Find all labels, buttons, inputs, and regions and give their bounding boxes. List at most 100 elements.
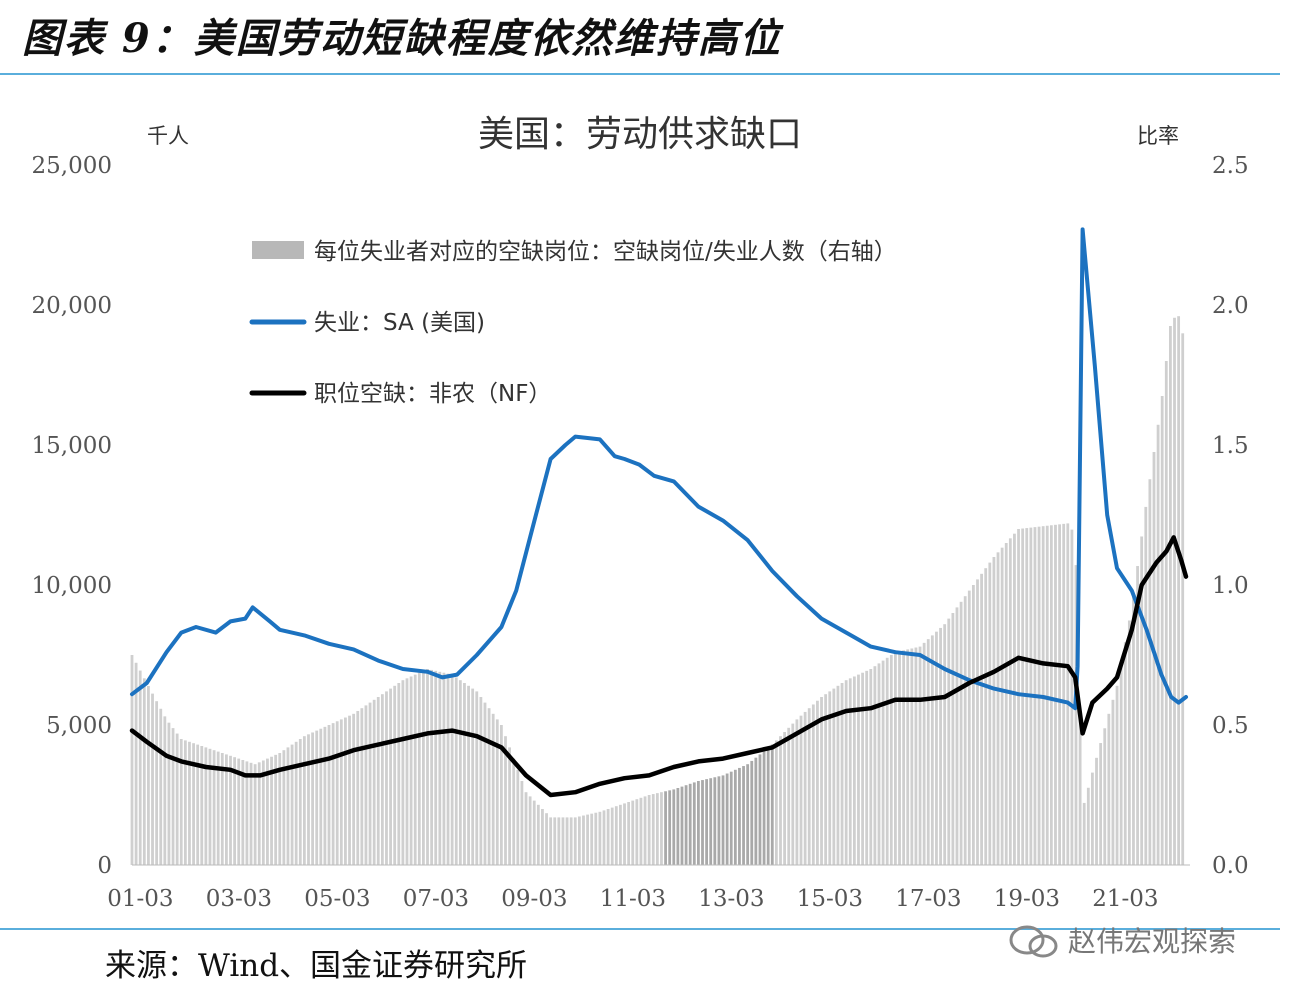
ratio-bar <box>660 792 663 865</box>
ratio-bar <box>606 809 610 865</box>
ratio-bar <box>446 673 450 865</box>
ratio-bar <box>1074 565 1078 865</box>
ratio-bar <box>372 699 376 865</box>
ratio-bar <box>795 719 799 865</box>
ratio-bar <box>705 779 709 865</box>
ratio-bar <box>565 817 569 865</box>
left-tick-label: 20,000 <box>32 293 112 319</box>
ratio-bar <box>1082 802 1086 865</box>
ratio-bar <box>799 715 803 865</box>
ratio-bar <box>947 618 951 865</box>
ratio-bar <box>1148 479 1152 865</box>
ratio-bar <box>545 813 548 865</box>
ratio-bar <box>1119 664 1123 865</box>
ratio-bar <box>824 694 828 865</box>
ratio-bar <box>508 747 511 865</box>
ratio-bar <box>922 642 926 865</box>
ratio-bar <box>869 669 873 865</box>
figure-title: 图表 9：美国劳动短缺程度依然维持高位 <box>22 15 782 62</box>
ratio-bar <box>368 702 372 865</box>
ratio-bar <box>360 708 364 865</box>
ratio-bar <box>680 786 684 865</box>
ratio-bar <box>713 777 717 865</box>
ratio-bar <box>840 683 844 865</box>
ratio-bar <box>664 791 667 865</box>
ratio-bar <box>147 686 150 865</box>
ratio-bar <box>549 817 553 865</box>
ratio-bar <box>651 794 655 865</box>
left-tick-label: 0 <box>97 853 112 879</box>
ratio-bar <box>1017 529 1020 865</box>
ratio-bar <box>323 726 327 865</box>
ratio-bar <box>725 773 729 865</box>
ratio-bar <box>179 739 183 865</box>
right-tick-labels: 0.0 0.5 1.0 1.5 2.0 2.5 <box>1212 153 1249 879</box>
ratio-bar <box>516 769 520 865</box>
ratio-bar <box>282 750 286 865</box>
ratio-bar <box>918 646 922 865</box>
ratio-bar <box>401 680 405 865</box>
ratio-bar <box>393 685 397 865</box>
ratio-bar <box>902 650 906 865</box>
ratio-bar <box>1013 533 1016 865</box>
ratio-bar <box>311 732 314 865</box>
left-tick-label: 5,000 <box>46 713 112 739</box>
ratio-bar <box>536 804 540 865</box>
ratio-bar <box>261 760 265 865</box>
ratio-bar <box>417 672 421 865</box>
ratio-bar <box>898 651 901 865</box>
ratio-bar <box>331 723 335 865</box>
ratio-bar <box>926 639 930 865</box>
ratio-bar <box>1021 528 1025 865</box>
ratio-bar <box>1049 525 1053 865</box>
ratio-bar <box>959 601 963 865</box>
ratio-bar <box>504 736 507 865</box>
ratio-bar <box>943 624 947 865</box>
ratio-bar <box>409 676 413 865</box>
ratio-bar <box>286 747 290 865</box>
ratio-bar <box>163 716 167 865</box>
ratio-bar <box>1132 595 1135 865</box>
ratio-bar <box>1103 728 1107 865</box>
ratio-bar <box>684 785 688 865</box>
ratio-bar <box>877 663 881 865</box>
ratio-bar <box>787 727 791 865</box>
ratio-bar <box>233 757 237 865</box>
ratio-bar <box>619 804 622 865</box>
legend-label: 失业：SA (美国) <box>314 310 485 336</box>
ratio-bar <box>1107 713 1111 865</box>
ratio-bar <box>134 662 138 865</box>
ratio-bar <box>274 754 278 865</box>
ratio-bar <box>996 552 1000 865</box>
ratio-bar <box>430 669 434 865</box>
ratio-bar <box>754 757 758 865</box>
ratio-bar <box>598 811 602 865</box>
ratio-bar <box>229 755 232 865</box>
ratio-bar <box>614 806 618 865</box>
ratio-bar <box>499 725 503 865</box>
ratio-bar <box>1086 787 1090 865</box>
ratio-bar <box>758 754 762 865</box>
ratio-bar <box>930 635 934 865</box>
ratio-bar <box>434 670 438 865</box>
ratio-bar <box>766 747 770 865</box>
ratio-bar <box>339 719 343 865</box>
ratio-bar <box>245 761 249 865</box>
right-tick-label: 1.0 <box>1212 573 1249 599</box>
ratio-bar <box>688 783 692 865</box>
x-tick-label: 21-03 <box>1092 886 1158 912</box>
x-tick-label: 13-03 <box>698 886 764 912</box>
job-openings-line <box>129 535 1189 798</box>
ratio-bar <box>976 579 979 865</box>
ratio-bar <box>861 672 864 865</box>
ratio-bar <box>992 557 996 865</box>
ratio-bar <box>385 691 388 865</box>
ratio-bar <box>319 728 323 865</box>
ratio-bar <box>253 764 257 865</box>
ratio-bar <box>692 782 696 865</box>
ratio-bar <box>935 631 938 865</box>
right-tick-label: 0.5 <box>1212 713 1249 739</box>
ratio-bar <box>857 674 860 865</box>
ratio-bar <box>889 655 893 865</box>
ratio-bar <box>171 728 175 865</box>
